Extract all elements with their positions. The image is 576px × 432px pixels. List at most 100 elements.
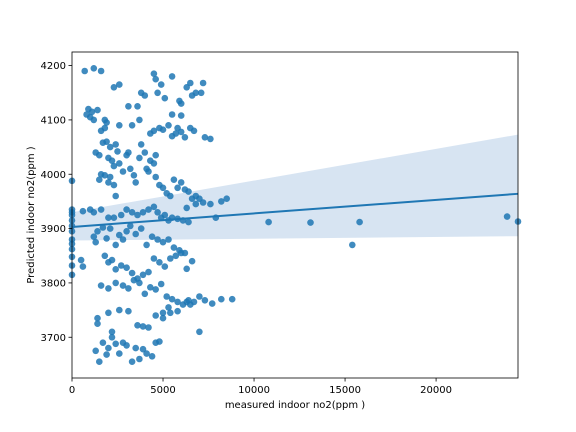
x-axis-label: measured indoor no2(ppm ) — [225, 400, 365, 411]
data-point — [130, 172, 138, 179]
data-point — [90, 209, 98, 216]
data-point — [307, 219, 314, 226]
data-point — [207, 200, 214, 208]
data-point — [139, 209, 147, 216]
x-tick-label: 20000 — [420, 385, 452, 396]
data-point — [110, 162, 118, 170]
data-point — [94, 314, 101, 322]
data-point — [108, 328, 116, 336]
data-point — [97, 282, 105, 289]
data-point — [188, 257, 196, 265]
data-point — [103, 235, 110, 242]
data-point — [148, 233, 156, 240]
data-point — [152, 151, 159, 159]
data-point — [165, 304, 172, 311]
x-axis-ticks: 0 5000 10000 15000 20000 — [69, 378, 452, 396]
data-point — [177, 179, 185, 186]
data-point — [168, 73, 176, 80]
data-point — [116, 350, 123, 357]
data-point — [81, 67, 88, 75]
data-point — [208, 300, 216, 307]
data-point — [123, 342, 130, 349]
data-point — [168, 295, 176, 303]
data-point — [150, 160, 158, 167]
data-point — [116, 81, 123, 88]
data-point — [137, 141, 145, 148]
plot-frame — [71, 51, 519, 379]
data-point — [167, 255, 174, 262]
data-point — [97, 206, 105, 213]
data-point — [79, 263, 87, 270]
data-point — [174, 307, 181, 315]
data-point — [108, 334, 116, 341]
regression-line — [71, 192, 519, 228]
data-point — [157, 280, 165, 288]
data-point — [154, 236, 161, 243]
data-point — [132, 230, 139, 238]
regression-line-layer — [71, 192, 519, 228]
data-point — [77, 256, 85, 264]
data-point — [197, 89, 205, 97]
y-tick-label: 4200 — [41, 61, 66, 72]
data-point — [199, 199, 207, 206]
x-tick-label: 5000 — [150, 385, 175, 396]
data-point — [125, 103, 132, 110]
data-point — [190, 127, 198, 135]
data-point — [143, 350, 150, 357]
data-point — [150, 203, 158, 211]
data-point — [201, 134, 209, 141]
data-point — [159, 184, 167, 192]
data-point — [349, 241, 356, 249]
data-point — [125, 149, 132, 156]
data-point — [94, 228, 101, 235]
data-point — [136, 355, 143, 363]
data-point — [177, 112, 185, 119]
data-point — [94, 320, 101, 328]
data-point — [97, 67, 105, 75]
data-point — [112, 192, 119, 200]
data-point — [185, 188, 192, 195]
data-point — [152, 286, 159, 293]
data-point — [125, 285, 132, 292]
data-point — [218, 198, 225, 205]
data-point — [199, 79, 207, 87]
data-point — [192, 200, 200, 208]
data-point — [161, 263, 169, 270]
data-point — [119, 168, 127, 175]
data-point — [105, 309, 112, 317]
data-point — [196, 293, 203, 300]
data-point — [127, 165, 134, 173]
data-point — [134, 103, 141, 110]
data-point — [159, 309, 167, 317]
data-point — [143, 241, 150, 249]
data-point — [136, 116, 143, 124]
data-point — [170, 244, 178, 251]
data-point — [92, 238, 99, 246]
data-point — [125, 307, 132, 315]
data-point — [99, 224, 107, 231]
data-point — [174, 184, 181, 192]
data-point — [154, 89, 161, 97]
data-point — [117, 211, 125, 219]
y-tick-label: 3700 — [41, 333, 66, 344]
data-point — [123, 264, 130, 272]
x-tick-label: 0 — [69, 385, 75, 396]
y-tick-label: 3900 — [41, 224, 66, 235]
data-point — [103, 351, 110, 358]
data-point — [154, 209, 161, 216]
data-point — [90, 116, 98, 124]
data-point — [156, 259, 163, 266]
data-point — [168, 111, 176, 118]
data-point — [145, 324, 152, 331]
data-point — [128, 122, 136, 129]
data-point — [119, 282, 127, 289]
data-point — [96, 358, 103, 366]
data-point — [139, 323, 147, 330]
data-point — [187, 79, 194, 87]
data-point — [116, 160, 123, 167]
data-point — [128, 209, 136, 216]
data-point — [123, 206, 130, 213]
data-point — [145, 268, 152, 276]
data-point — [159, 126, 167, 133]
data-point — [187, 301, 194, 308]
